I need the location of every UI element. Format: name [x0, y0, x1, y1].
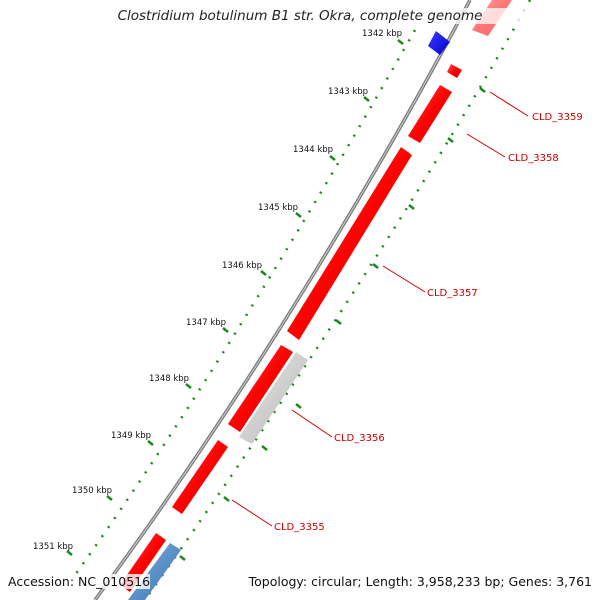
gene-feature-cld-3358[interactable] [408, 85, 452, 143]
gene-feature-red-a[interactable] [228, 345, 293, 432]
tick-label: 1347 kbp [186, 318, 226, 328]
map-title: Clostridium botulinum B1 str. Okra, comp… [0, 8, 600, 24]
major-tick-marks [66, 39, 404, 556]
outer-tick-ring [73, 29, 417, 576]
gene-feature-cld-3359[interactable] [447, 64, 462, 78]
gene-label-cld-3356[interactable]: CLD_3356 [334, 433, 385, 444]
gene-label-cld-3359[interactable]: CLD_3359 [532, 112, 583, 123]
gene-features [120, 0, 512, 600]
gene-feature-cld-3357[interactable] [287, 147, 412, 340]
gene-label-leaders [231, 91, 529, 527]
inner-major-tick-marks [179, 87, 486, 561]
genome-summary: Topology: circular; Length: 3,958,233 bp… [248, 574, 592, 589]
tick-label: 1343 kbp [328, 87, 368, 97]
accession-text: Accession: NC_010516 [8, 574, 151, 589]
gene-label-cld-3355[interactable]: CLD_3355 [274, 522, 325, 533]
tick-label: 1351 kbp [33, 542, 73, 552]
tick-label: 1342 kbp [362, 29, 402, 39]
gene-feature-cld-3356[interactable] [239, 352, 308, 444]
tick-label: 1346 kbp [222, 261, 262, 271]
tick-label: 1348 kbp [149, 374, 189, 384]
gene-label-cld-3357[interactable]: CLD_3357 [427, 288, 478, 299]
tick-label: 1349 kbp [111, 431, 151, 441]
tick-label: 1345 kbp [258, 203, 298, 213]
tick-label: 1344 kbp [293, 145, 333, 155]
gene-labels: CLD_3359 CLD_3358 CLD_3357 CLD_3356 CLD_… [274, 112, 583, 533]
gene-feature-blue[interactable] [428, 31, 450, 55]
tick-label: 1350 kbp [72, 486, 112, 496]
gene-label-cld-3358[interactable]: CLD_3358 [508, 153, 559, 164]
genome-backbone [93, 0, 472, 600]
tick-labels: 1342 kbp 1343 kbp 1344 kbp 1345 kbp 1346… [33, 29, 402, 552]
inner-tick-ring [143, 0, 532, 600]
gene-feature-cld-3355[interactable] [172, 440, 228, 514]
